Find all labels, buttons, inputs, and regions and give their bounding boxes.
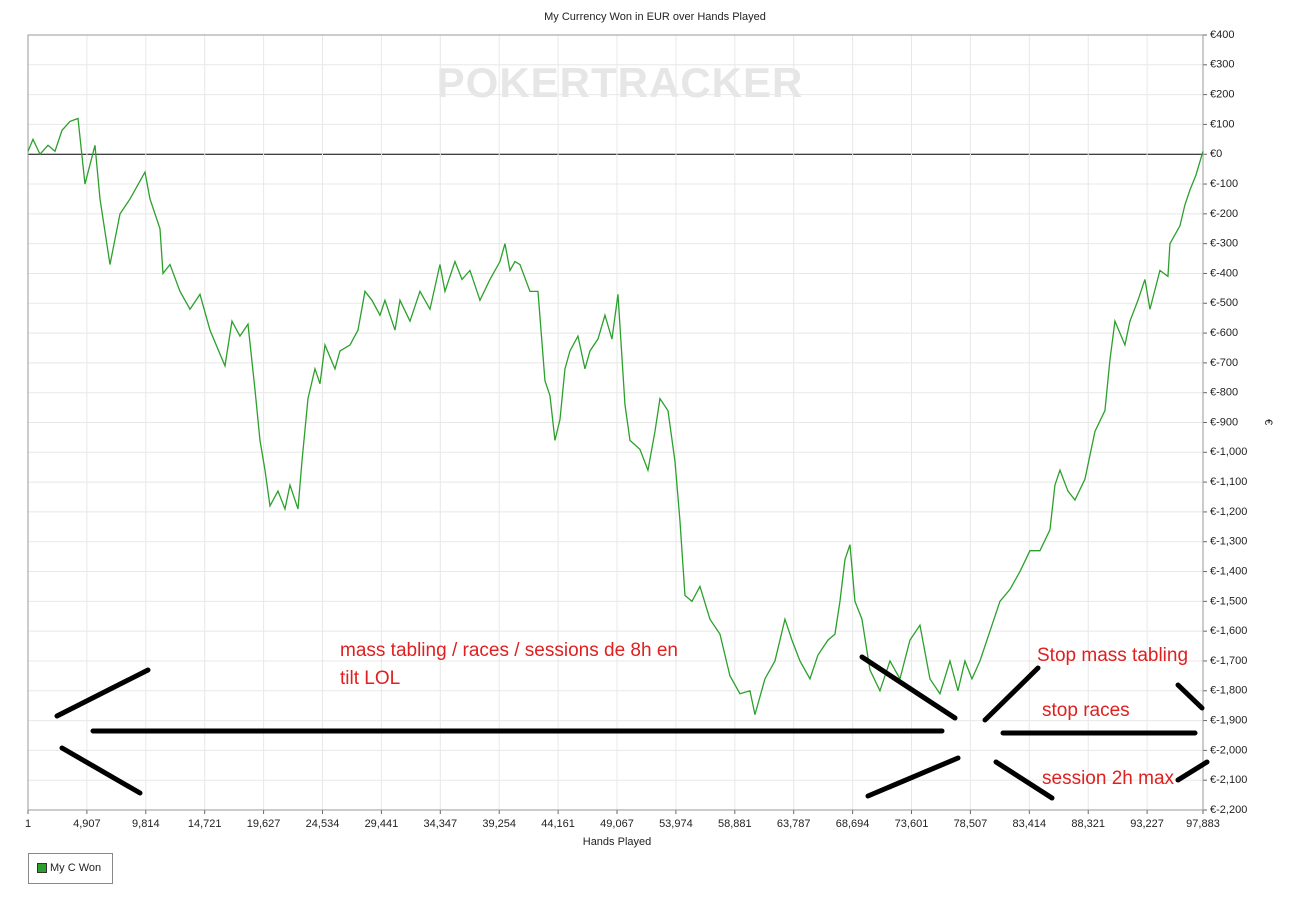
x-tick-label: 58,881 — [718, 818, 752, 830]
y-tick-label: €-1,400 — [1210, 565, 1247, 577]
x-tick-label: 1 — [25, 818, 31, 830]
y-axis-label: € — [1262, 419, 1274, 425]
y-tick-label: €-600 — [1210, 327, 1238, 339]
y-tick-label: €-2,000 — [1210, 744, 1247, 756]
y-tick-label: €-700 — [1210, 357, 1238, 369]
x-tick-label: 9,814 — [132, 818, 160, 830]
x-tick-label: 83,414 — [1012, 818, 1046, 830]
y-tick-label: €-1,200 — [1210, 506, 1247, 518]
y-tick-label: €-800 — [1210, 387, 1238, 399]
x-tick-label: 97,883 — [1186, 818, 1220, 830]
y-tick-label: €-400 — [1210, 267, 1238, 279]
x-tick-label: 78,507 — [954, 818, 988, 830]
x-tick-label: 19,627 — [247, 818, 281, 830]
y-tick-label: €-1,600 — [1210, 625, 1247, 637]
annotations: mass tabling / races / sessions de 8h en… — [54, 640, 1210, 801]
x-tick-label: 29,441 — [365, 818, 399, 830]
y-tick-label: €0 — [1210, 148, 1222, 160]
y-tick-label: €-900 — [1210, 416, 1238, 428]
y-tick-label: €-1,500 — [1210, 595, 1247, 607]
x-tick-label: 34,347 — [423, 818, 457, 830]
y-tick-label: €-1,900 — [1210, 714, 1247, 726]
y-tick-label: €-300 — [1210, 238, 1238, 250]
y-tick-label: €-1,100 — [1210, 476, 1247, 488]
arrow-stroke — [993, 759, 1055, 801]
plot-frame — [27, 34, 1204, 811]
y-tick-label: €-1,800 — [1210, 685, 1247, 697]
arrow-stroke — [1175, 759, 1210, 783]
x-tick-label: 39,254 — [482, 818, 516, 830]
y-tick-label: €-1,700 — [1210, 655, 1247, 667]
x-tick-label: 73,601 — [895, 818, 929, 830]
legend: My C Won — [28, 853, 113, 884]
legend-label: My C Won — [50, 862, 101, 874]
annotation: stop races — [1042, 700, 1130, 721]
x-tick-label: 24,534 — [306, 818, 340, 830]
x-tick-label: 49,067 — [600, 818, 634, 830]
watermark: POKERTRACKER — [437, 59, 804, 106]
arrow-stroke — [865, 755, 961, 799]
y-tick-label: €-2,100 — [1210, 774, 1247, 786]
arrow-stroke — [859, 654, 958, 721]
arrow-stroke — [1175, 682, 1205, 711]
x-tick-label: 14,721 — [188, 818, 222, 830]
x-tick-label: 4,907 — [73, 818, 101, 830]
x-axis-label: Hands Played — [583, 836, 652, 848]
y-tick-label: €-1,300 — [1210, 536, 1247, 548]
x-tick-label: 53,974 — [659, 818, 693, 830]
arrow-stroke — [59, 745, 143, 796]
arrow-stroke — [54, 667, 151, 719]
annotation: tilt LOL — [340, 668, 400, 689]
x-tick-label: 44,161 — [541, 818, 575, 830]
plot-area: €400 €300 €200 €100 €0 €-100 €-200 €-300 €-400 €-… — [25, 29, 1247, 830]
legend-swatch — [37, 863, 47, 873]
chart-title: My Currency Won in EUR over Hands Played — [544, 11, 766, 23]
series-line — [27, 117, 1204, 715]
y-tick-label: €200 — [1210, 89, 1234, 101]
y-tick-label: €-2,200 — [1210, 804, 1247, 816]
annotation: mass tabling / races / sessions de 8h en — [340, 640, 678, 661]
y-tick-label: €-1,000 — [1210, 446, 1247, 458]
x-tick-label: 63,787 — [777, 818, 811, 830]
y-tick-label: €400 — [1210, 29, 1234, 41]
y-tick-label: €100 — [1210, 118, 1234, 130]
annotation: Stop mass tabling — [1037, 645, 1188, 666]
x-tick-label: 93,227 — [1130, 818, 1164, 830]
y-tick-label: €-200 — [1210, 208, 1238, 220]
y-tick-label: €-100 — [1210, 178, 1238, 190]
arrow-stroke — [982, 665, 1041, 723]
x-tick-label: 88,321 — [1071, 818, 1105, 830]
y-tick-label: €-500 — [1210, 297, 1238, 309]
y-tick-label: €300 — [1210, 59, 1234, 71]
annotation: session 2h max — [1042, 768, 1175, 789]
x-tick-label: 68,694 — [836, 818, 870, 830]
